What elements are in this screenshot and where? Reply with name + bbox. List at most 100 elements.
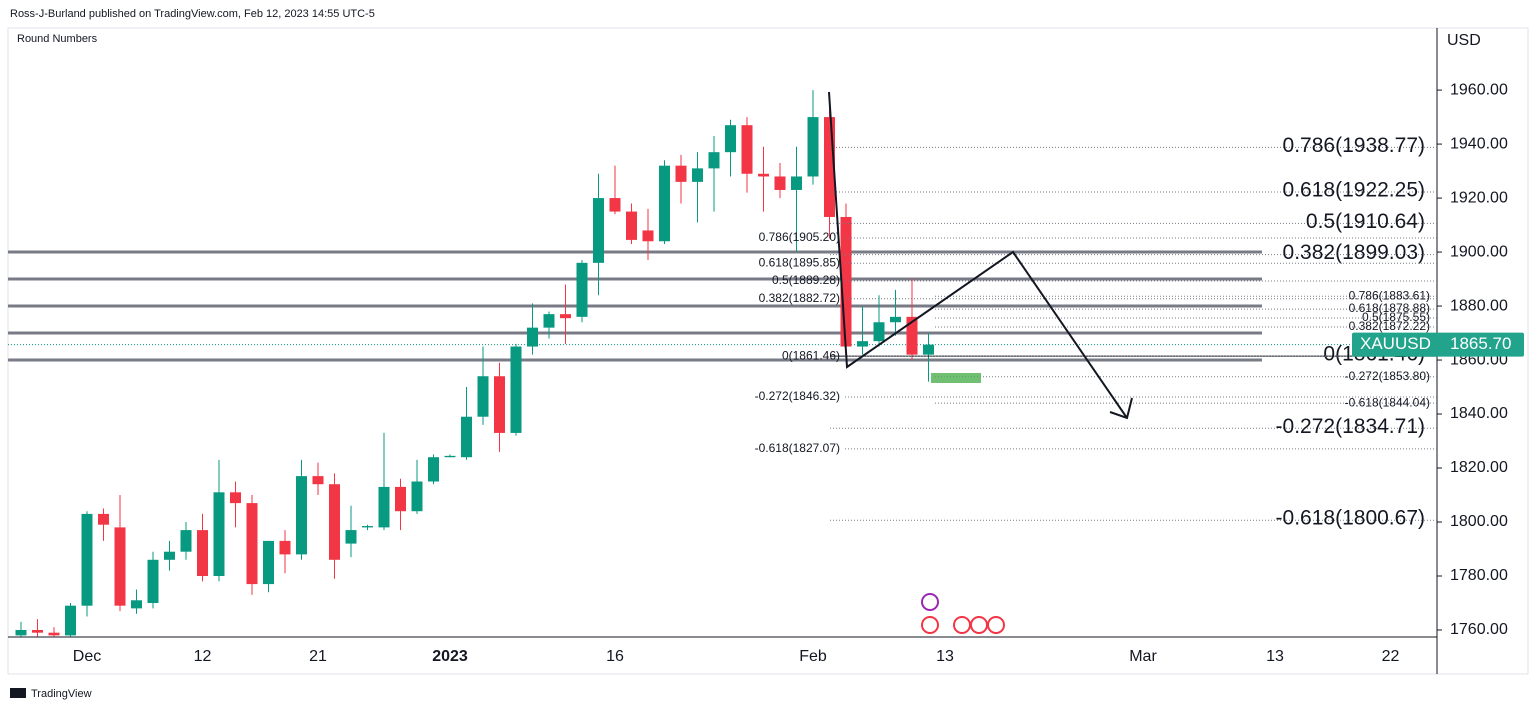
y-tick-label: 1800.00 bbox=[1450, 513, 1508, 530]
event-icon bbox=[953, 616, 971, 634]
drawing bbox=[828, 91, 1133, 420]
fib-label: 0.5(1889.28) bbox=[772, 273, 840, 287]
candle-body bbox=[527, 327, 538, 347]
candle-body bbox=[98, 513, 109, 525]
candle-body bbox=[65, 605, 76, 636]
event-icon bbox=[970, 616, 988, 634]
candle-body bbox=[461, 416, 472, 458]
fib-label: -0.618(1844.04) bbox=[1345, 395, 1430, 409]
fib-label: 0.5(1875.55) bbox=[1362, 310, 1430, 324]
fib-label: 0.618(1922.25) bbox=[1283, 179, 1425, 202]
fib-label: -0.272(1853.80) bbox=[1345, 369, 1430, 383]
fib-label: 0.786(1905.20) bbox=[759, 230, 840, 244]
fib-label: 0(1861.46) bbox=[782, 348, 840, 362]
y-tick-label: 1960.00 bbox=[1450, 81, 1508, 98]
x-tick-label: Dec bbox=[73, 648, 101, 665]
x-tick-label: Mar bbox=[1129, 648, 1157, 665]
candle-body bbox=[906, 316, 918, 355]
fib-label: -0.618(1827.07) bbox=[755, 441, 840, 455]
candle-body bbox=[642, 230, 654, 242]
symbol-label: XAUUSD bbox=[1360, 334, 1431, 353]
candle-body bbox=[510, 346, 522, 433]
candle-body bbox=[576, 262, 588, 317]
candle-body bbox=[296, 476, 307, 555]
candle-body bbox=[626, 211, 637, 240]
candle-body bbox=[213, 492, 225, 576]
candle-body bbox=[560, 314, 571, 319]
fib-label: -0.272(1834.71) bbox=[1276, 415, 1425, 438]
trend-arrow bbox=[828, 91, 1128, 419]
fib-label: 0.618(1878.88) bbox=[1349, 301, 1430, 315]
fib-label: 0.382(1872.22) bbox=[1349, 319, 1430, 333]
candle-body bbox=[857, 341, 868, 347]
candle-body bbox=[180, 530, 192, 552]
candle-body bbox=[609, 198, 621, 212]
x-tick-label: 16 bbox=[606, 648, 624, 665]
y-tick-label: 1880.00 bbox=[1450, 297, 1508, 314]
fib-label: 0.786(1883.61) bbox=[1349, 288, 1430, 302]
fib-label: -0.272(1846.32) bbox=[755, 389, 840, 403]
candle-body bbox=[32, 629, 43, 633]
candle-body bbox=[593, 198, 604, 263]
candle-body bbox=[494, 376, 505, 433]
target-zone bbox=[931, 373, 981, 383]
candle-body bbox=[873, 322, 885, 342]
x-tick-label: 12 bbox=[194, 648, 212, 665]
x-tick-label: 13 bbox=[936, 648, 954, 665]
event-icons bbox=[921, 593, 1005, 634]
y-tick-label: 1940.00 bbox=[1450, 135, 1508, 152]
candle-body bbox=[791, 176, 802, 190]
x-tick-label: 13 bbox=[1266, 648, 1284, 665]
candle-body bbox=[164, 551, 175, 560]
logo bbox=[10, 688, 26, 698]
overlay: XAUUSD 1865.70 bbox=[1352, 332, 1524, 357]
event-icon bbox=[921, 593, 939, 611]
candle-body bbox=[197, 530, 208, 576]
fib-label: 0.618(1895.85) bbox=[759, 255, 840, 269]
x-tick-label: 21 bbox=[309, 648, 327, 665]
candle-body bbox=[840, 216, 852, 347]
arrow-head bbox=[1109, 397, 1133, 420]
candle-body bbox=[263, 540, 274, 585]
indicator-label: Round Numbers bbox=[17, 33, 98, 45]
candle-body bbox=[807, 117, 819, 177]
y-tick-label: 1900.00 bbox=[1450, 243, 1508, 260]
event-icon bbox=[921, 616, 939, 634]
candle-body bbox=[114, 527, 126, 606]
y-tick-label: 1780.00 bbox=[1450, 567, 1508, 584]
candle-body bbox=[81, 513, 93, 606]
fib-label: -0.618(1800.67) bbox=[1276, 507, 1425, 530]
candle-body bbox=[708, 152, 720, 169]
candle-body bbox=[659, 165, 670, 242]
price-label-box bbox=[1352, 332, 1524, 357]
x-tick-label: 2023 bbox=[432, 648, 468, 665]
y-tick-label: 1760.00 bbox=[1450, 621, 1508, 638]
fib-label: 0.786(1938.77) bbox=[1283, 134, 1425, 157]
candle-body bbox=[692, 168, 703, 182]
candle-body bbox=[131, 600, 142, 609]
candle-body bbox=[345, 530, 357, 544]
candle-body bbox=[444, 455, 456, 458]
candle-body bbox=[246, 503, 258, 585]
x-tick-label: 22 bbox=[1382, 648, 1400, 665]
candle-body bbox=[725, 125, 736, 153]
candle-body bbox=[329, 484, 340, 560]
candle-body bbox=[675, 165, 687, 182]
plot: 1760.001780.001800.001820.001840.001860.… bbox=[8, 81, 1508, 665]
fib-label: 0.5(1910.64) bbox=[1306, 210, 1425, 233]
candle-body bbox=[411, 481, 423, 512]
candle-body bbox=[824, 117, 835, 217]
y-tick-label: 1820.00 bbox=[1450, 459, 1508, 476]
candle-body bbox=[378, 486, 390, 528]
candle-body bbox=[312, 476, 324, 485]
candle-body bbox=[428, 457, 439, 482]
candle-body bbox=[279, 540, 291, 555]
fib-label: 0.382(1899.03) bbox=[1283, 241, 1425, 264]
y-tick-label: 1920.00 bbox=[1450, 189, 1508, 206]
candle-body bbox=[543, 314, 555, 328]
candle-body bbox=[477, 376, 489, 417]
candle-body bbox=[147, 559, 159, 603]
